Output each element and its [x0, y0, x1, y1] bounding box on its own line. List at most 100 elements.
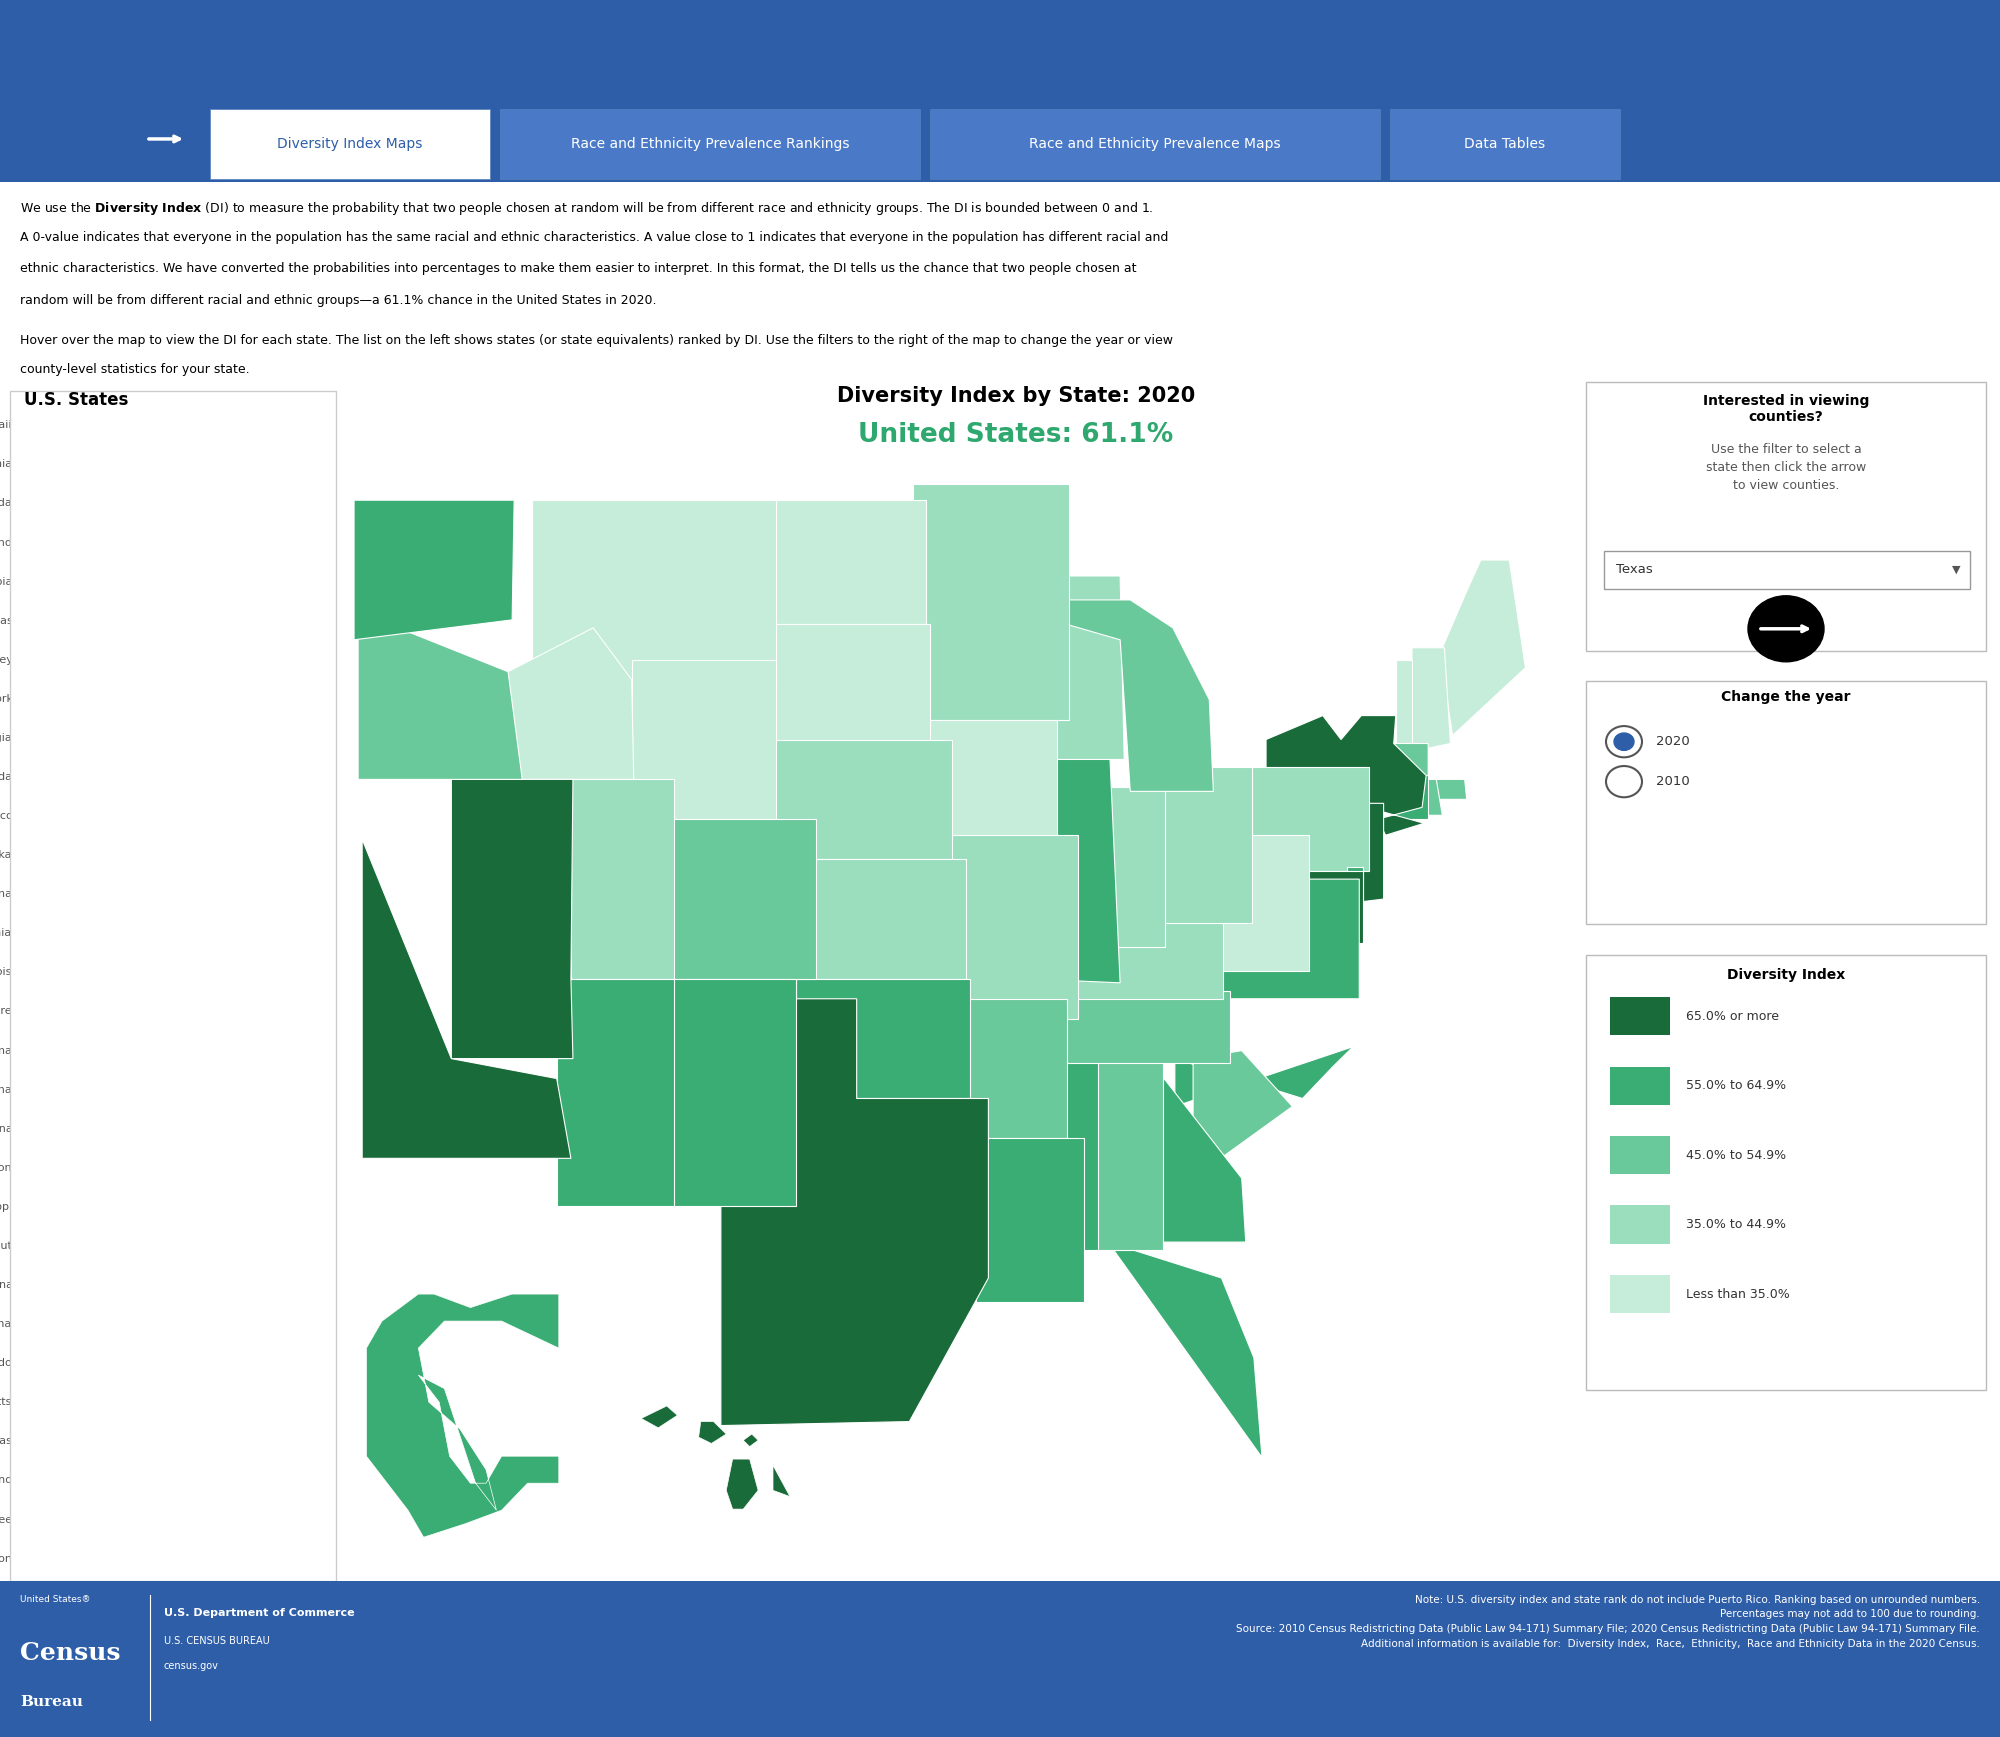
Bar: [14, 1153, 202, 1181]
Polygon shape: [1098, 787, 1164, 947]
Polygon shape: [1148, 1058, 1246, 1242]
Text: United States®: United States®: [20, 1595, 90, 1603]
Bar: [14, 801, 226, 829]
Text: 49.4%: 49.4%: [182, 1475, 216, 1485]
FancyBboxPatch shape: [1610, 1067, 1670, 1105]
Text: 67.0%: 67.0%: [242, 615, 274, 625]
Point: [382, 1551, 414, 1579]
Text: 63.0%: 63.0%: [228, 809, 260, 820]
Polygon shape: [774, 500, 926, 624]
Text: 55.0% to 64.9%: 55.0% to 64.9%: [1686, 1079, 1786, 1093]
FancyBboxPatch shape: [1610, 1205, 1670, 1244]
Text: Bureau: Bureau: [20, 1695, 82, 1709]
Polygon shape: [1090, 1058, 1162, 1251]
Text: Racial and Ethnic Diversity in the United States: 2010 Census and 2020 Census: Racial and Ethnic Diversity in the Unite…: [350, 35, 1650, 63]
Text: 55.9%: 55.9%: [204, 1162, 238, 1172]
Text: random will be from different racial and ethnic groups—a 61.1% chance in the Uni: random will be from different racial and…: [20, 294, 656, 306]
Polygon shape: [362, 839, 570, 1159]
Bar: [14, 1113, 210, 1141]
Polygon shape: [914, 485, 1070, 719]
Text: county-level statistics for your state.: county-level statistics for your state.: [20, 363, 250, 375]
Text: 61.5%: 61.5%: [222, 888, 256, 898]
Point: [366, 1551, 398, 1579]
Bar: [14, 1466, 180, 1494]
Text: 46.1%: 46.1%: [170, 1553, 204, 1563]
FancyBboxPatch shape: [210, 109, 490, 179]
Polygon shape: [1396, 660, 1412, 752]
Text: United States: 61.1%: United States: 61.1%: [858, 422, 1174, 448]
Polygon shape: [774, 740, 952, 860]
Polygon shape: [772, 1466, 790, 1497]
Polygon shape: [942, 835, 1078, 1018]
Polygon shape: [1394, 743, 1466, 799]
Text: Hover over the map to view the DI for each state. The list on the left shows sta: Hover over the map to view the DI for ea…: [20, 334, 1172, 346]
Circle shape: [1606, 766, 1642, 797]
Text: 65.8%: 65.8%: [238, 693, 270, 703]
FancyBboxPatch shape: [930, 109, 1380, 179]
Text: ▼: ▼: [1952, 565, 1960, 575]
Bar: [14, 763, 230, 790]
Text: 65.0% or more: 65.0% or more: [1686, 1009, 1780, 1023]
Bar: [14, 1504, 170, 1532]
Text: Interested in viewing
counties?: Interested in viewing counties?: [1702, 394, 1870, 424]
Bar: [14, 879, 222, 907]
FancyBboxPatch shape: [500, 109, 920, 179]
Polygon shape: [774, 624, 930, 759]
Text: 67.2%: 67.2%: [242, 575, 276, 585]
Text: 46.6%: 46.6%: [172, 1513, 206, 1523]
Text: 52.3%: 52.3%: [192, 1357, 224, 1367]
Text: 53.1%: 53.1%: [194, 1318, 228, 1329]
Bar: [14, 723, 230, 750]
Text: Pick a topic.: Pick a topic.: [50, 132, 160, 146]
Text: Race and Ethnicity Prevalence Maps: Race and Ethnicity Prevalence Maps: [1030, 137, 1280, 151]
Polygon shape: [508, 627, 634, 780]
Bar: [14, 684, 236, 712]
FancyBboxPatch shape: [0, 1581, 2000, 1737]
Text: 64.1%: 64.1%: [232, 731, 264, 742]
Text: A 0-value indicates that everyone in the population has the same racial and ethn: A 0-value indicates that everyone in the…: [20, 231, 1168, 243]
Polygon shape: [632, 660, 776, 820]
Text: 67.3%: 67.3%: [242, 537, 276, 547]
Text: 65.8%: 65.8%: [238, 653, 270, 664]
Polygon shape: [1194, 1051, 1292, 1178]
Text: Diversity Index by State: 2020: Diversity Index by State: 2020: [836, 386, 1196, 406]
Polygon shape: [1348, 867, 1364, 922]
Polygon shape: [1174, 1047, 1354, 1106]
Polygon shape: [744, 1435, 758, 1447]
Polygon shape: [1210, 835, 1308, 971]
Bar: [14, 1544, 170, 1572]
Bar: [14, 644, 236, 672]
FancyBboxPatch shape: [1586, 681, 1986, 924]
Polygon shape: [926, 719, 1058, 842]
Text: 58.6%: 58.6%: [214, 1084, 246, 1094]
Text: 57.9%: 57.9%: [210, 1122, 244, 1133]
Polygon shape: [1442, 559, 1526, 735]
Circle shape: [1748, 596, 1824, 662]
Text: Diversity Index Maps: Diversity Index Maps: [278, 137, 422, 151]
Polygon shape: [720, 999, 988, 1426]
Bar: [14, 1075, 212, 1103]
Polygon shape: [1426, 780, 1442, 815]
Text: Change the year: Change the year: [1722, 690, 1850, 703]
Polygon shape: [672, 820, 816, 980]
Text: 55.7%: 55.7%: [204, 1240, 236, 1251]
Bar: [14, 1348, 190, 1376]
Bar: [14, 919, 218, 947]
Text: Diversity Index: Diversity Index: [1726, 968, 1846, 981]
Text: We use the $\bf{Diversity\ Index}$ (DI) to measure the probability that two peop: We use the $\bf{Diversity\ Index}$ (DI) …: [20, 200, 1154, 217]
FancyBboxPatch shape: [1390, 109, 1620, 179]
Text: 51.6%: 51.6%: [190, 1397, 222, 1407]
Polygon shape: [1272, 872, 1364, 943]
Polygon shape: [1412, 648, 1450, 752]
Text: U.S. States: U.S. States: [24, 391, 128, 408]
Bar: [14, 450, 248, 478]
Circle shape: [1614, 733, 1634, 750]
Text: Data Tables: Data Tables: [1464, 137, 1546, 151]
Polygon shape: [1052, 599, 1214, 792]
Polygon shape: [1390, 775, 1428, 820]
Polygon shape: [672, 980, 796, 1205]
Text: U.S. Department of Commerce: U.S. Department of Commerce: [164, 1608, 354, 1619]
Bar: [14, 997, 214, 1025]
Text: U.S. CENSUS BUREAU: U.S. CENSUS BUREAU: [164, 1636, 270, 1647]
Text: 49.8%: 49.8%: [184, 1435, 216, 1445]
